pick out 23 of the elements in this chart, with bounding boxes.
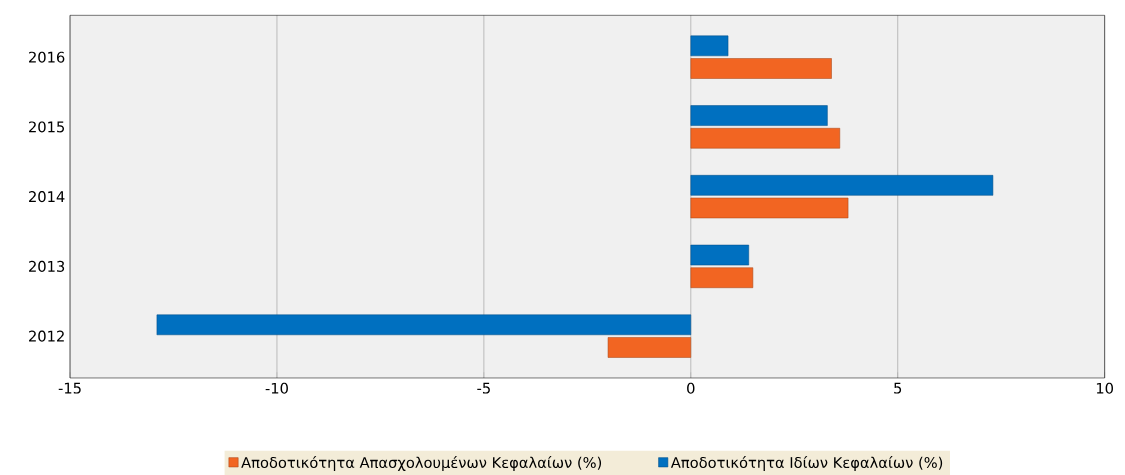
bar <box>690 58 832 79</box>
x-tick-label: -15 <box>58 382 81 394</box>
x-tick-label: 0 <box>687 382 695 394</box>
y-tick-label: 2015 <box>29 121 65 133</box>
y-tick-label: 2016 <box>29 51 65 63</box>
y-tick-label: 2014 <box>29 191 65 203</box>
y-tick-label: 2012 <box>29 330 64 342</box>
bar <box>690 35 729 57</box>
x-tick-label: -5 <box>477 382 490 394</box>
bar <box>156 314 692 335</box>
bar <box>690 127 841 149</box>
bar <box>690 267 754 288</box>
legend-label: Αποδοτικότητα Απασχολουμένων Κεφαλαίων (%) <box>241 456 602 471</box>
bar <box>607 337 692 358</box>
x-tick-label: 5 <box>894 382 902 394</box>
x-tick-label: -10 <box>265 382 288 394</box>
bar <box>690 105 828 126</box>
bar <box>690 174 994 196</box>
x-tick-label: 10 <box>1096 382 1113 394</box>
y-tick-label: 2013 <box>29 260 65 272</box>
bar <box>690 197 849 219</box>
legend-label: Αποδοτικότητα Ιδίων Κεφαλαίων (%) <box>670 456 943 471</box>
bar <box>690 244 750 266</box>
